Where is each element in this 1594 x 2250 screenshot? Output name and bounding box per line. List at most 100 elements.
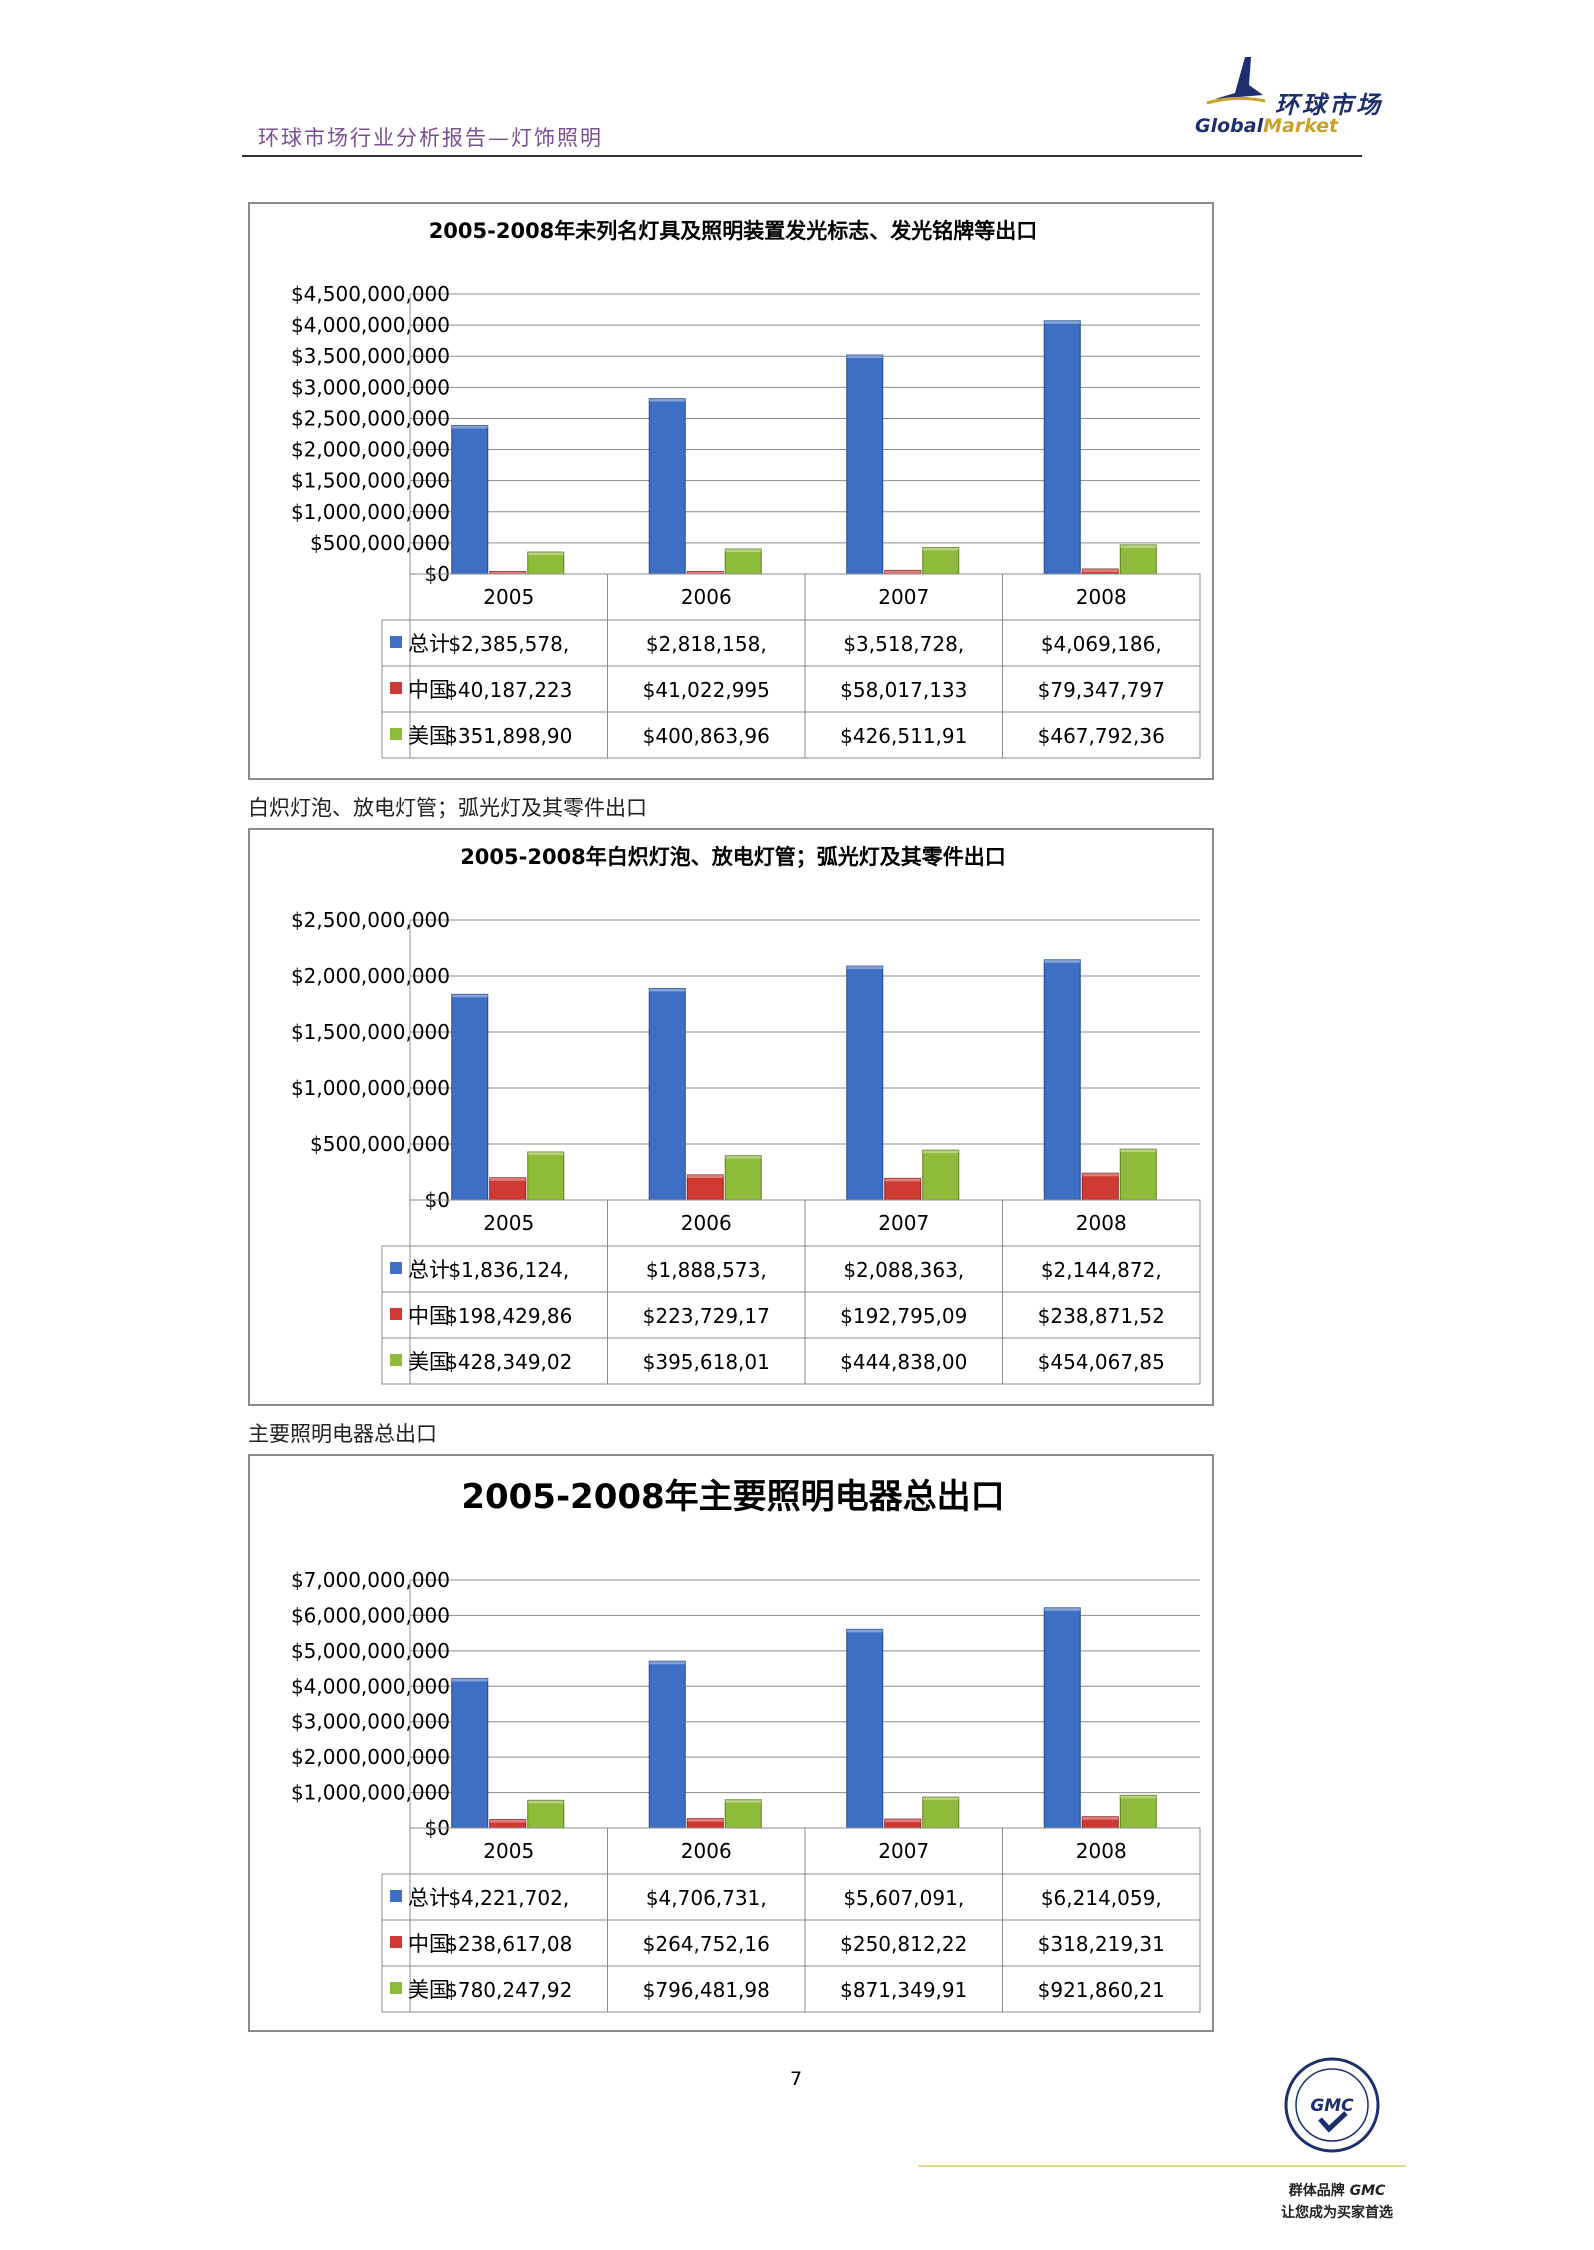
x-category-label: 2008 <box>1076 585 1127 609</box>
legend-series-name: 美国 <box>408 724 450 748</box>
data-value-label: $2,144,872, <box>1041 1258 1162 1282</box>
data-value-label: $871,349,91 <box>840 1978 967 2002</box>
bar-usa-2006 <box>724 548 762 575</box>
data-value-label: $1,888,573, <box>646 1258 767 1282</box>
data-value-label: $467,792,36 <box>1038 724 1165 748</box>
y-tick-label: $1,000,000,000 <box>291 500 450 524</box>
data-value-label: $1,836,124, <box>448 1258 569 1282</box>
x-category-label: 2005 <box>483 585 534 609</box>
y-tick-label: $1,000,000,000 <box>291 1076 450 1100</box>
y-tick-label: $2,000,000,000 <box>291 438 450 462</box>
legend-swatch-0 <box>390 636 402 648</box>
bar-highlight <box>451 1678 488 1682</box>
chart-frame-1: 2005-2008年未列名灯具及照明装置发光标志、发光铭牌等出口 $0 $500,0… <box>248 202 1214 780</box>
bar-highlight <box>1082 1816 1119 1820</box>
footer-slogan: 群体品牌 GMC 让您成为买家首选 <box>1262 2180 1412 2224</box>
data-value-label: $780,247,92 <box>445 1978 572 2002</box>
data-value-label: $41,022,995 <box>643 678 770 702</box>
x-category-label: 2005 <box>483 1839 534 1863</box>
bar-total-2006 <box>648 398 686 575</box>
bar-highlight <box>922 1797 959 1801</box>
table-row-2 <box>381 711 1201 759</box>
bar-total-2005 <box>451 425 489 575</box>
bar-highlight <box>527 1152 564 1156</box>
bar-highlight <box>922 1150 959 1154</box>
data-value-label: $318,219,31 <box>1038 1932 1165 1956</box>
y-tick-label: $1,500,000,000 <box>291 469 450 493</box>
bar-highlight <box>1082 1173 1119 1177</box>
bar-total-2007 <box>846 1628 884 1829</box>
x-category-label: 2006 <box>681 1211 732 1235</box>
legend-swatch-1 <box>390 682 402 694</box>
logo-chinese-text: 环球市场 <box>1275 91 1383 119</box>
seal-label: GMC <box>1310 2096 1354 2116</box>
bar-highlight <box>687 571 724 575</box>
y-tick-label: $4,000,000,000 <box>291 1674 450 1698</box>
data-value-label: $192,795,09 <box>840 1304 967 1328</box>
bar-highlight <box>489 571 526 575</box>
bar-highlight <box>527 552 564 556</box>
data-value-label: $426,511,91 <box>840 724 967 748</box>
data-value-label: $198,429,86 <box>445 1304 572 1328</box>
bar-highlight <box>527 1800 564 1804</box>
x-category-label: 2006 <box>681 1839 732 1863</box>
globalmarket-logo: 环球市场 GlobalMarket <box>1195 55 1425 145</box>
bar-highlight <box>1120 544 1157 548</box>
bar-highlight <box>489 1177 526 1181</box>
legend-swatch-1 <box>390 1308 402 1320</box>
x-category-label: 2007 <box>878 585 929 609</box>
data-value-label: $351,898,90 <box>445 724 572 748</box>
y-tick-label: $1,500,000,000 <box>291 1020 450 1044</box>
data-value-label: $40,187,223 <box>445 678 572 702</box>
footer-line-1: 群体品牌 GMC <box>1262 2180 1412 2202</box>
x-category-label: 2006 <box>681 585 732 609</box>
legend-swatch-1 <box>390 1936 402 1948</box>
bar-total-2007 <box>846 354 884 575</box>
chart-title: 2005-2008年白炽灯泡、放电灯管；弧光灯及其零件出口 <box>460 845 1006 869</box>
data-value-label: $3,518,728, <box>843 632 964 656</box>
data-value-label: $4,069,186, <box>1041 632 1162 656</box>
legend-series-name: 美国 <box>408 1350 450 1374</box>
data-value-label: $238,617,08 <box>445 1932 572 1956</box>
bar-total-2008 <box>1043 320 1081 575</box>
data-value-label: $238,871,52 <box>1038 1304 1165 1328</box>
bar-usa-2006 <box>724 1155 762 1201</box>
data-value-label: $921,860,21 <box>1038 1978 1165 2002</box>
bar-usa-2005 <box>527 1799 565 1829</box>
footer-gmc: GMC <box>1349 2183 1386 2199</box>
legend-series-name: 中国 <box>408 1304 450 1328</box>
bar-highlight <box>1082 569 1119 573</box>
bar-highlight <box>884 1819 921 1823</box>
y-tick-label: $2,500,000,000 <box>291 908 450 932</box>
bar-total-2006 <box>648 1660 686 1829</box>
y-tick-label: $6,000,000,000 <box>291 1603 450 1627</box>
bar-highlight <box>451 425 488 429</box>
legend-series-name: 中国 <box>408 1932 450 1956</box>
bar-total-2008 <box>1043 959 1081 1201</box>
legend-series-name: 总计 <box>408 632 450 656</box>
logo-english-text: GlobalMarket <box>1195 115 1338 137</box>
legend-swatch-0 <box>390 1890 402 1902</box>
bar-highlight <box>846 1629 883 1633</box>
y-tick-label: $3,500,000,000 <box>291 344 450 368</box>
bar-usa-2006 <box>724 1799 762 1829</box>
chart-title: 2005-2008年主要照明电器总出口 <box>461 1477 1004 1517</box>
bar-usa-2008 <box>1119 1148 1157 1201</box>
logo-figure-icon <box>1206 57 1266 105</box>
chart-3-caption: 主要照明电器总出口 <box>248 1422 437 1446</box>
y-tick-label: $3,000,000,000 <box>291 1710 450 1734</box>
chart-svg-1: 2005-2008年未列名灯具及照明装置发光标志、发光铭牌等出口$0$500,0… <box>291 219 1201 759</box>
bar-highlight <box>1120 1149 1157 1153</box>
bar-china-2008 <box>1081 1172 1119 1201</box>
gmc-seal-icon: GMC <box>1282 2055 1382 2155</box>
bar-usa-2007 <box>922 546 960 575</box>
bar-highlight <box>1120 1795 1157 1799</box>
bar-highlight <box>649 1661 686 1665</box>
x-category-label: 2005 <box>483 1211 534 1235</box>
legend-swatch-2 <box>390 728 402 740</box>
logo-english-part1: Global <box>1195 115 1264 137</box>
page-number: 7 <box>790 2068 803 2090</box>
legend-swatch-0 <box>390 1262 402 1274</box>
bar-china-2007 <box>884 1177 922 1201</box>
bar-usa-2007 <box>922 1149 960 1201</box>
